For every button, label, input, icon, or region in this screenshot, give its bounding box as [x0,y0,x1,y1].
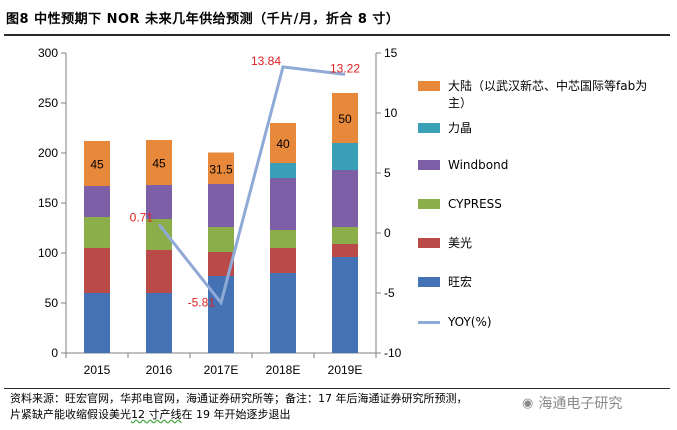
y-left-tick-label: 100 [38,246,58,260]
footnote-line1: 资料来源：旺宏官网，华邦电官网，海通证券研究所等；备注：17 年后海通证券研究所… [10,392,468,405]
footnote-highlight: 12 寸产线 [131,408,182,421]
bar-segment [208,152,234,184]
legend-label-windbond: Windbond [448,158,509,172]
x-tick-label: 2018E [266,363,301,377]
bar-segment [332,170,358,227]
footnote-line2-b: 在 19 年开始逐步退出 [181,408,291,421]
bar-data-label: 31.5 [209,162,233,176]
yoy-line [157,65,346,307]
bar-segment [270,178,296,230]
bar-segment [270,163,296,178]
bar-segment [146,185,172,219]
legend-item-micron: 美光 [418,235,648,252]
bar-segment [332,244,358,257]
y-left-tick-label: 250 [38,96,58,110]
bar-segment [84,141,110,186]
bar-segment [270,273,296,353]
legend-swatch-windbond [418,160,440,170]
bar-segment [332,93,358,143]
yoy-data-label: 13.22 [330,61,360,75]
x-tick-label: 2017E [204,363,239,377]
watermark-text: 海通电子研究 [538,396,623,412]
legend-item-macronix: 旺宏 [418,274,648,291]
yoy-data-label: -5.81 [188,296,216,310]
bar-segment [84,186,110,217]
bar-segment [84,217,110,248]
y-left-tick-label: 0 [51,346,58,360]
x-tick-label: 2019E [328,363,363,377]
bar-data-label: 45 [152,157,166,171]
legend-swatch-micron [418,238,440,248]
y-left-tick-label: 150 [38,196,58,210]
footnote-line2-a: 片紧缺产能收缩假设美光 [10,408,131,421]
watermark: ◉ 海通电子研究 [518,393,627,413]
legend-swatch-yoy [418,321,440,324]
legend-item-cypress: CYPRESS [418,196,648,213]
wechat-icon: ◉ [522,395,534,411]
bar-data-label: 40 [276,137,290,151]
bar-segment [84,248,110,293]
bar-data-label: 45 [90,158,104,172]
bar-segment [146,293,172,353]
bar-segment [208,184,234,227]
bar-segment [332,227,358,244]
legend-swatch-cypress [418,199,440,209]
bar-data-label: 50 [338,112,352,126]
bar-segment [208,276,234,353]
y-left-tick-label: 300 [38,46,58,60]
legend-swatch-powerchip [418,123,440,133]
bar-segment [84,293,110,353]
legend-item-yoy: YOY(%) [418,314,648,331]
bar-segment [270,230,296,248]
bar-segment [332,143,358,170]
legend-swatch-mainland [418,81,440,91]
y-right-tick-label: -5 [384,286,395,300]
legend-label-yoy: YOY(%) [448,315,492,329]
y-left-tick-label: 200 [38,146,58,160]
y-right-tick-label: -10 [384,346,402,360]
y-right-tick-label: 10 [384,106,398,120]
bar-segment [270,248,296,273]
bar-segment [208,227,234,252]
x-tick-label: 2015 [84,363,111,377]
bar-segment [146,250,172,293]
bar-segment [332,257,358,353]
y-left-tick-label: 50 [45,296,59,310]
top-rule [4,34,670,36]
legend-item-windbond: Windbond [418,157,648,174]
y-right-tick-label: 0 [384,226,391,240]
bar-segment [146,140,172,185]
source-footnote: 资料来源：旺宏官网，华邦电官网，海通证券研究所等；备注：17 年后海通证券研究所… [10,391,670,423]
yoy-data-label: 13.84 [251,54,281,68]
y-right-tick-label: 5 [384,166,391,180]
legend-item-powerchip: 力晶 [418,120,648,137]
y-right-tick-label: 15 [384,46,398,60]
legend-label-mainland: 大陆（以武汉新芯、中芯国际等fab为主） [448,79,648,110]
x-tick-label: 2016 [146,363,173,377]
chart-title: 图8 中性预期下 NOR 未来几年供给预测（千片/月，折合 8 寸） [6,12,400,27]
legend-label-cypress: CYPRESS [448,197,502,211]
legend-label-micron: 美光 [448,236,473,250]
bottom-rule [4,388,670,389]
legend-swatch-macronix [418,277,440,287]
yoy-data-label: 0.71 [130,210,154,224]
bar-segment [270,123,296,163]
legend-label-macronix: 旺宏 [448,275,473,289]
legend-label-powerchip: 力晶 [448,121,473,135]
legend-item-mainland: 大陆（以武汉新芯、中芯国际等fab为主） [418,78,648,112]
